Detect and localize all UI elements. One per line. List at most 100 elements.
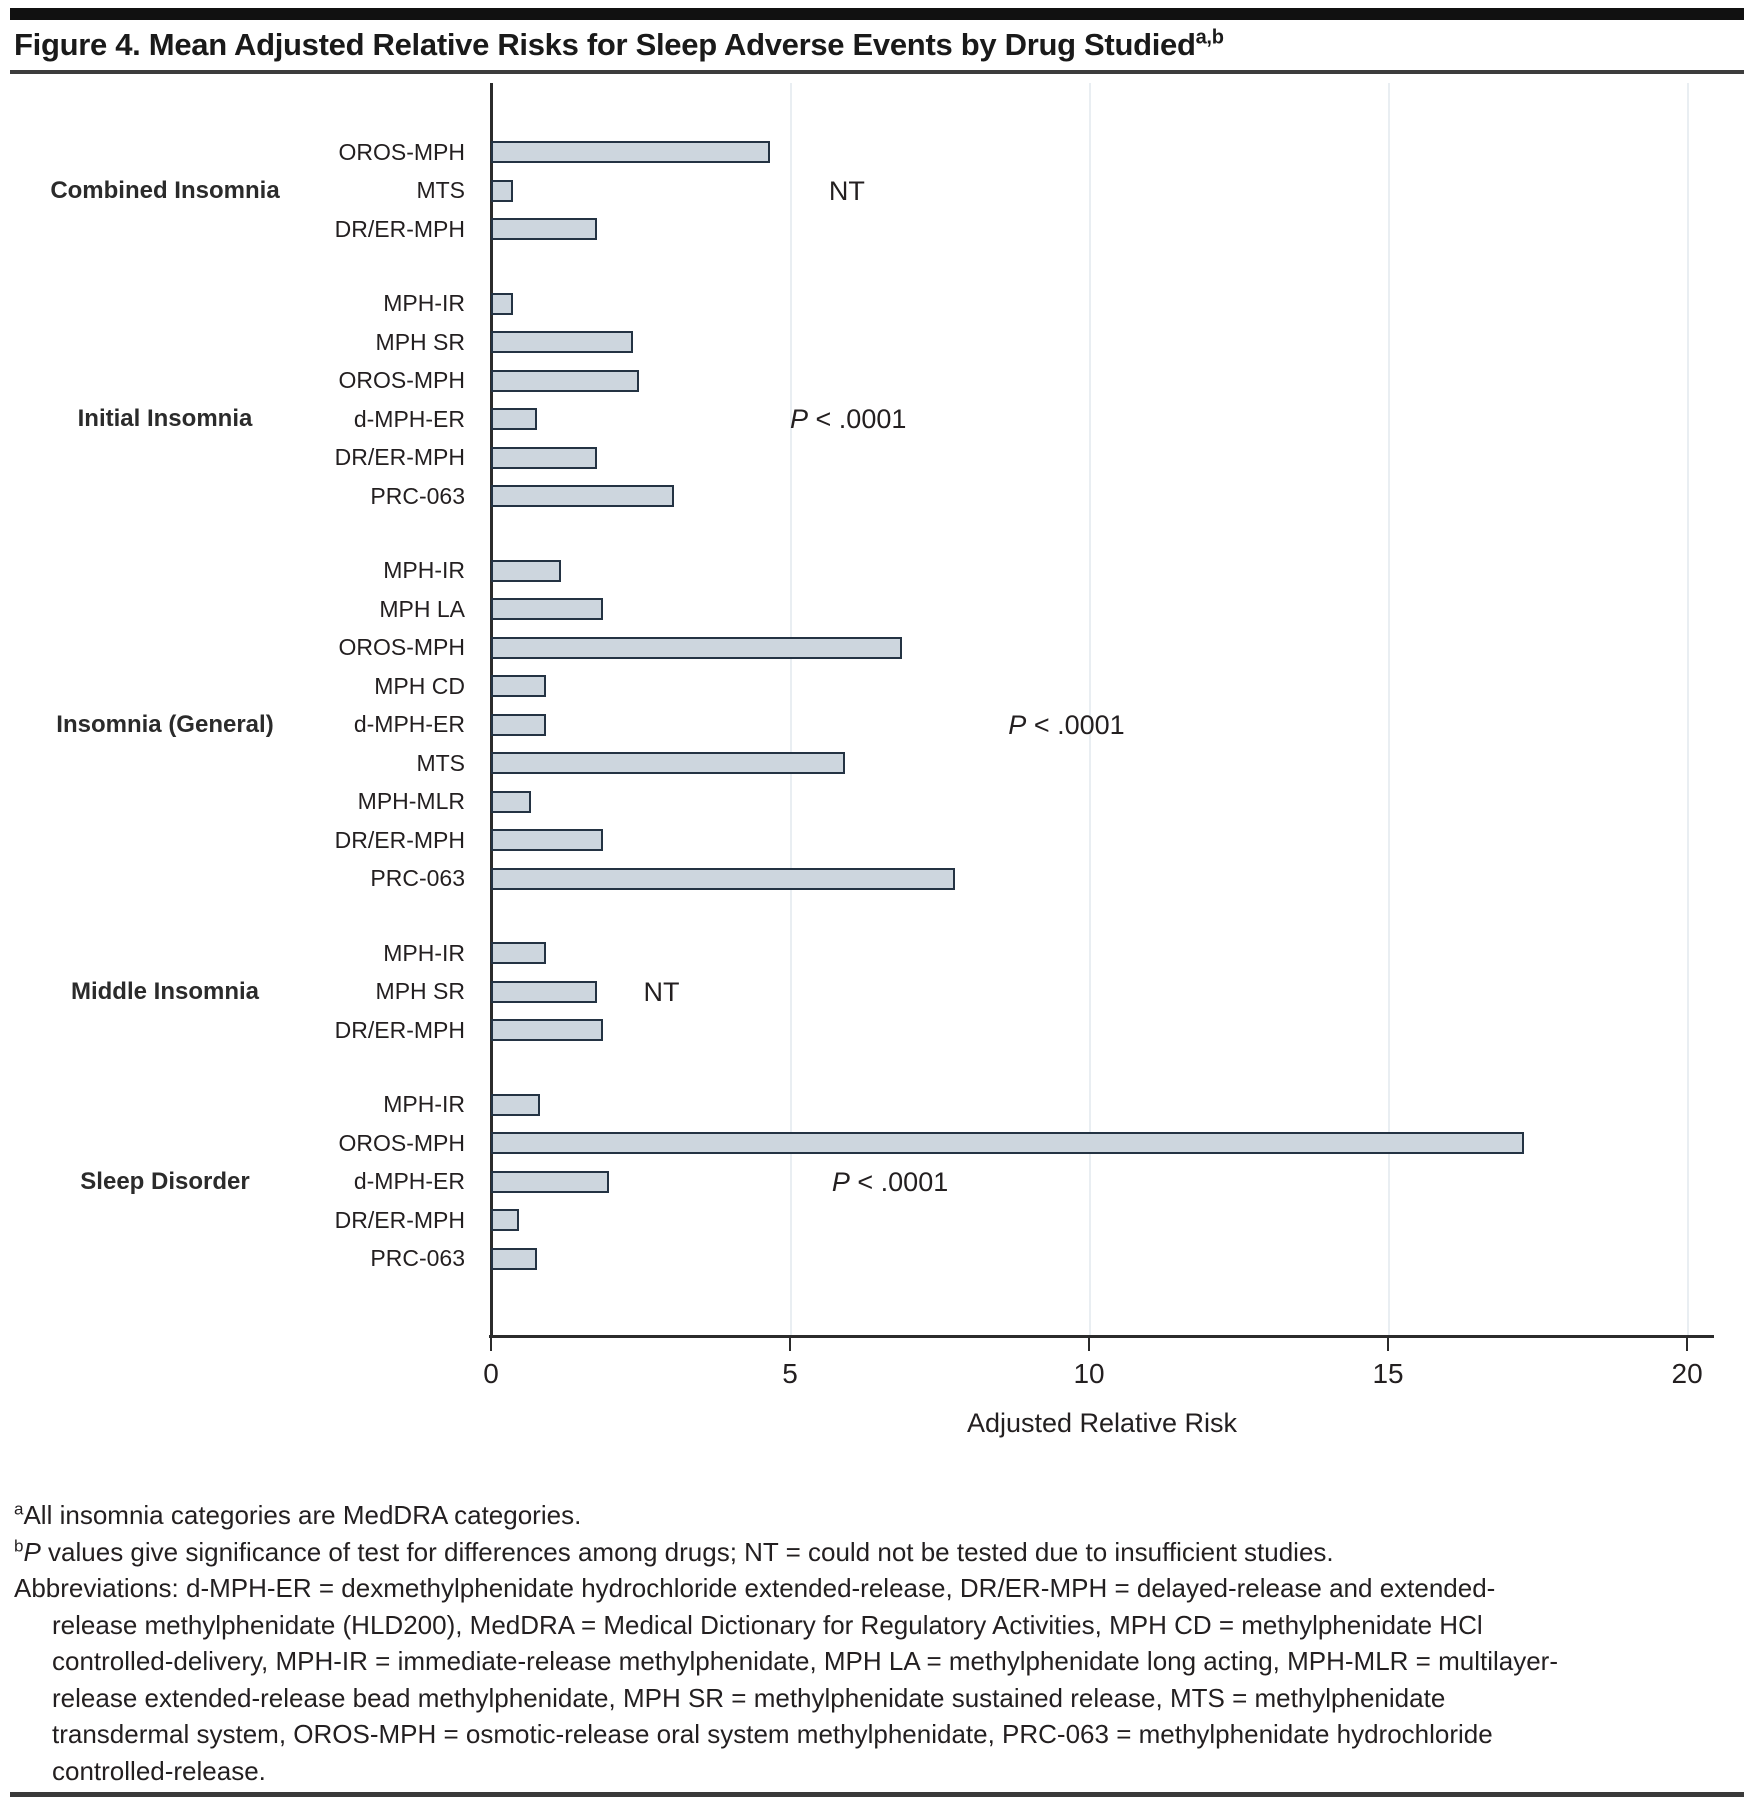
drug-label: MPH-MLR bbox=[357, 788, 465, 815]
group-middle-insomnia: Middle Insomnia MPH-IR MPH SR DR/ER-MPH NT bbox=[0, 934, 1754, 1050]
plot-gridlines bbox=[491, 83, 1714, 1335]
bar bbox=[491, 867, 956, 890]
bar-row: DR/ER-MPH bbox=[0, 1011, 1754, 1050]
bar-row: DR/ER-MPH bbox=[0, 1201, 1754, 1240]
bar-row: MPH SR bbox=[0, 973, 1754, 1012]
row-plot-area bbox=[491, 1240, 1714, 1279]
drug-label: DR/ER-MPH bbox=[334, 1206, 465, 1233]
tick-mark-5 bbox=[789, 1338, 792, 1351]
drug-label: PRC-063 bbox=[370, 1245, 465, 1272]
bar bbox=[491, 446, 597, 469]
gridline-x-5 bbox=[790, 83, 793, 1335]
drug-label: DR/ER-MPH bbox=[334, 444, 465, 471]
group-label: Middle Insomnia bbox=[70, 977, 259, 1005]
tick-mark-15 bbox=[1387, 1338, 1390, 1351]
nt-annotation: NT bbox=[828, 175, 865, 206]
tick-mark-10 bbox=[1088, 1338, 1091, 1351]
bar bbox=[491, 980, 597, 1003]
row-plot-area bbox=[491, 1086, 1714, 1125]
title-separator-rule bbox=[10, 70, 1744, 74]
footnote-b: bP values give significance of test for … bbox=[14, 1534, 1740, 1571]
bar bbox=[491, 1170, 609, 1193]
row-plot-area bbox=[491, 552, 1714, 591]
drug-label: OROS-MPH bbox=[338, 1129, 466, 1156]
bar-row: MPH-MLR bbox=[0, 783, 1754, 822]
bar-row: OROS-MPH bbox=[0, 133, 1754, 172]
drug-label: OROS-MPH bbox=[338, 367, 466, 394]
abbreviation-line: Abbreviations: d-MPH-ER = dexmethylpheni… bbox=[14, 1573, 1496, 1603]
group-insomnia-general-: Insomnia (General) MPH-IR MPH LA OROS-MPH MP… bbox=[0, 552, 1754, 899]
abbreviation-line: controlled-release. bbox=[52, 1755, 266, 1786]
footnote-b-italic-p: P bbox=[23, 1536, 41, 1567]
tick-label-0: 0 bbox=[483, 1358, 499, 1389]
bar bbox=[491, 141, 771, 163]
row-plot-area bbox=[491, 1201, 1714, 1240]
bar bbox=[491, 292, 513, 315]
footnote-a-marker: a bbox=[14, 1499, 24, 1519]
row-plot-area bbox=[491, 439, 1714, 478]
footnote-a: aAll insomnia categories are MedDRA cate… bbox=[14, 1497, 1740, 1534]
row-plot-area bbox=[491, 821, 1714, 860]
drug-label: PRC-063 bbox=[370, 865, 465, 892]
bar-row: PRC-063 bbox=[0, 477, 1754, 516]
row-plot-area bbox=[491, 934, 1714, 973]
row-plot-area bbox=[491, 1011, 1714, 1050]
bar-row: MPH-IR bbox=[0, 1086, 1754, 1125]
footnote-a-text: All insomnia categories are MedDRA categ… bbox=[23, 1500, 582, 1530]
bar bbox=[491, 218, 597, 240]
group-label: Initial Insomnia bbox=[77, 405, 253, 432]
bar bbox=[491, 485, 675, 507]
abbreviation-line: transdermal system, OROS-MPH = osmotic-r… bbox=[52, 1719, 1493, 1749]
bar bbox=[491, 598, 603, 620]
bar-row: DR/ER-MPH bbox=[0, 210, 1754, 249]
bar-row: OROS-MPH bbox=[0, 362, 1754, 401]
bar bbox=[491, 369, 639, 392]
bar-row: PRC-063 bbox=[0, 860, 1754, 899]
gridline-x-20 bbox=[1687, 83, 1690, 1335]
drug-label: OROS-MPH bbox=[338, 138, 466, 165]
footnotes: aAll insomnia categories are MedDRA cate… bbox=[14, 1497, 1740, 1789]
tick-label-5: 5 bbox=[782, 1358, 798, 1389]
drug-label: d-MPH-ER bbox=[353, 405, 465, 432]
group-label: Sleep Disorder bbox=[80, 1167, 250, 1195]
drug-label: PRC-063 bbox=[370, 482, 465, 509]
row-plot-area bbox=[491, 667, 1714, 706]
bar bbox=[491, 1132, 1524, 1154]
bar bbox=[491, 942, 546, 964]
bar-row: MPH-IR bbox=[0, 285, 1754, 324]
drug-label: MPH SR bbox=[375, 328, 465, 355]
drug-label: DR/ER-MPH bbox=[334, 215, 465, 242]
p-value-annotation: P < .0001 bbox=[1008, 709, 1125, 740]
top-rule-bar bbox=[10, 8, 1744, 20]
row-plot-area bbox=[491, 629, 1714, 668]
bar-chart: Combined Insomnia OROS-MPH MTS DR/ER-MPH NT I… bbox=[0, 83, 1754, 1278]
footnote-b-marker: b bbox=[14, 1535, 24, 1555]
drug-label: d-MPH-ER bbox=[353, 1168, 465, 1195]
drug-label: MPH-IR bbox=[383, 290, 465, 317]
bar bbox=[491, 1247, 537, 1270]
drug-label: MTS bbox=[416, 749, 465, 776]
bar bbox=[491, 829, 603, 851]
bar-row: DR/ER-MPH bbox=[0, 821, 1754, 860]
p-value-annotation: P < .0001 bbox=[790, 404, 907, 434]
bar-row: d-MPH-ER bbox=[0, 400, 1754, 439]
bar bbox=[491, 559, 561, 582]
row-plot-area bbox=[491, 1124, 1714, 1163]
x-axis-line bbox=[489, 1335, 1714, 1338]
bar-row: MPH LA bbox=[0, 590, 1754, 629]
bar-row: DR/ER-MPH bbox=[0, 439, 1754, 478]
drug-label: DR/ER-MPH bbox=[334, 826, 465, 853]
bar bbox=[491, 790, 531, 813]
abbreviation-line: release extended-release bead methylphen… bbox=[52, 1682, 1446, 1713]
gridline-x-15 bbox=[1388, 83, 1391, 1335]
row-plot-area bbox=[491, 172, 1714, 211]
tick-mark-20 bbox=[1686, 1338, 1689, 1351]
tick-mark-0 bbox=[490, 1338, 492, 1351]
drug-label: OROS-MPH bbox=[338, 634, 466, 661]
bar-row: MPH SR bbox=[0, 323, 1754, 362]
bar bbox=[491, 1209, 519, 1231]
bar bbox=[491, 408, 537, 430]
figure-title-superscript: a,b bbox=[1195, 26, 1224, 49]
row-plot-area bbox=[491, 783, 1714, 822]
